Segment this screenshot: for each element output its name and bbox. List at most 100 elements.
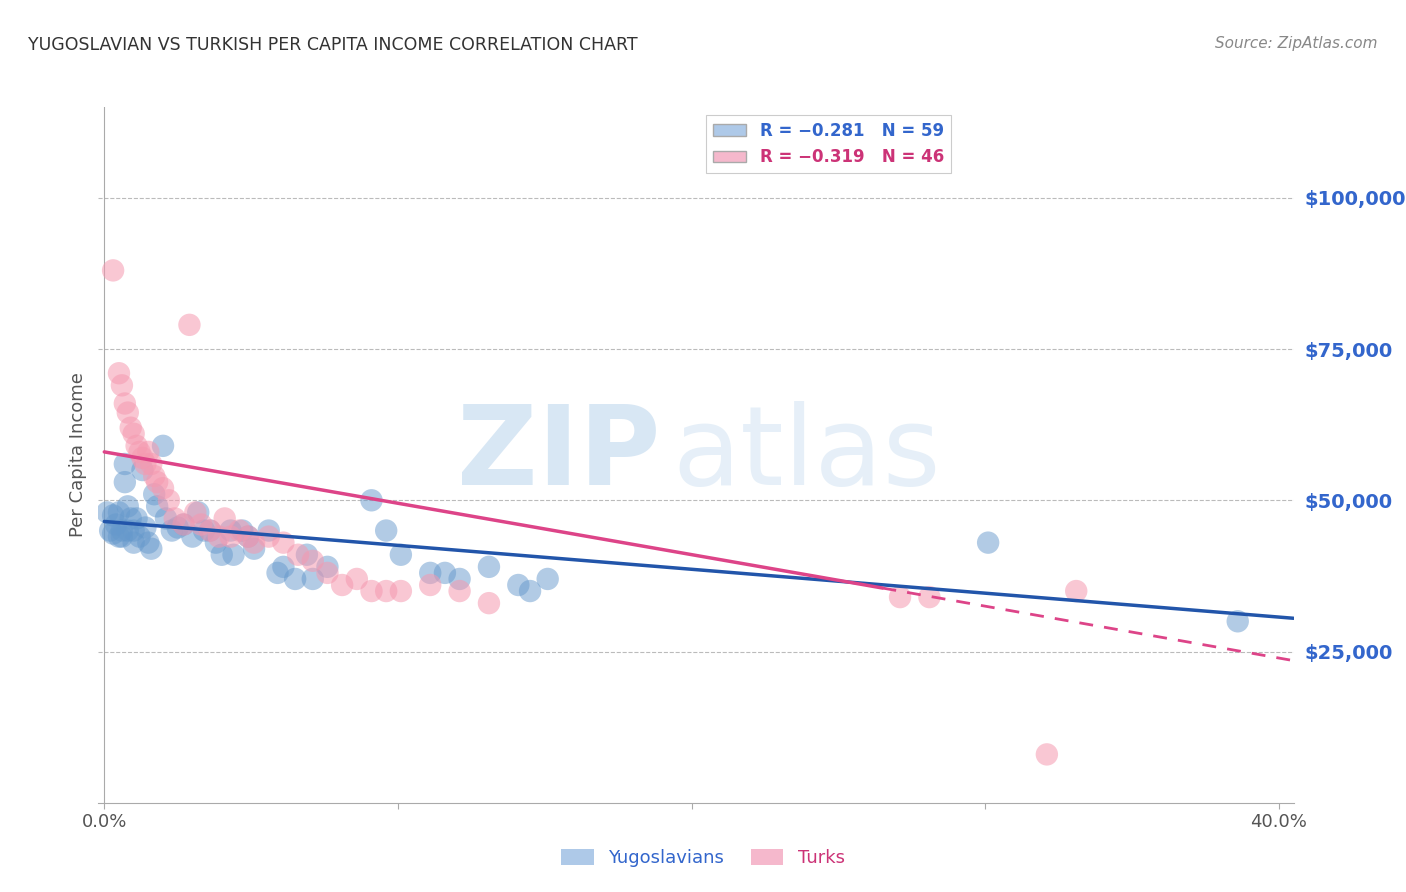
Point	[152, 439, 174, 453]
Point	[128, 530, 150, 544]
Point	[120, 420, 142, 434]
Point	[96, 505, 118, 519]
Point	[190, 517, 212, 532]
Point	[284, 572, 307, 586]
Point	[166, 520, 188, 534]
Point	[141, 541, 163, 556]
Point	[128, 445, 150, 459]
Point	[273, 535, 295, 549]
Point	[346, 572, 368, 586]
Point	[389, 584, 412, 599]
Point	[184, 505, 207, 519]
Point	[122, 426, 145, 441]
Point	[257, 530, 280, 544]
Point	[301, 554, 323, 568]
Point	[198, 524, 221, 538]
Point	[273, 559, 295, 574]
Point	[138, 535, 160, 549]
Point	[316, 566, 339, 580]
Text: YUGOSLAVIAN VS TURKISH PER CAPITA INCOME CORRELATION CHART: YUGOSLAVIAN VS TURKISH PER CAPITA INCOME…	[28, 36, 638, 54]
Point	[918, 590, 941, 604]
Point	[146, 500, 169, 514]
Point	[243, 541, 266, 556]
Point	[143, 469, 166, 483]
Text: ZIP: ZIP	[457, 401, 661, 508]
Point	[131, 463, 153, 477]
Point	[163, 511, 186, 525]
Point	[101, 508, 124, 523]
Point	[419, 566, 441, 580]
Point	[1064, 584, 1087, 599]
Point	[478, 559, 501, 574]
Point	[111, 530, 134, 544]
Point	[131, 450, 153, 465]
Point	[219, 530, 242, 544]
Point	[134, 520, 156, 534]
Point	[238, 530, 260, 544]
Point	[205, 535, 228, 549]
Point	[122, 524, 145, 538]
Point	[208, 530, 231, 544]
Point	[114, 475, 136, 490]
Point	[117, 500, 139, 514]
Text: Source: ZipAtlas.com: Source: ZipAtlas.com	[1215, 36, 1378, 51]
Point	[134, 457, 156, 471]
Legend: Yugoslavians, Turks: Yugoslavians, Turks	[554, 841, 852, 874]
Point	[125, 511, 148, 525]
Point	[449, 584, 471, 599]
Point	[108, 366, 131, 380]
Point	[1226, 615, 1249, 629]
Point	[105, 517, 128, 532]
Point	[977, 535, 1000, 549]
Y-axis label: Per Capita Income: Per Capita Income	[69, 373, 87, 537]
Point	[157, 493, 180, 508]
Point	[219, 524, 242, 538]
Point	[257, 524, 280, 538]
Point	[146, 475, 169, 490]
Point	[173, 517, 195, 532]
Point	[295, 548, 318, 562]
Point	[108, 530, 131, 544]
Point	[301, 572, 323, 586]
Point	[449, 572, 471, 586]
Point	[228, 524, 250, 538]
Point	[193, 524, 215, 538]
Point	[243, 535, 266, 549]
Point	[231, 524, 253, 538]
Point	[211, 548, 233, 562]
Point	[238, 530, 260, 544]
Text: atlas: atlas	[672, 401, 941, 508]
Point	[181, 530, 204, 544]
Point	[111, 524, 134, 538]
Point	[117, 406, 139, 420]
Point	[155, 511, 177, 525]
Point	[111, 378, 134, 392]
Point	[389, 548, 412, 562]
Point	[316, 559, 339, 574]
Point	[179, 318, 201, 332]
Point	[122, 535, 145, 549]
Point	[187, 505, 209, 519]
Point	[160, 524, 183, 538]
Point	[198, 524, 221, 538]
Point	[889, 590, 911, 604]
Point	[114, 396, 136, 410]
Point	[222, 548, 245, 562]
Point	[1036, 747, 1059, 762]
Point	[375, 584, 398, 599]
Point	[138, 445, 160, 459]
Point	[141, 457, 163, 471]
Point	[478, 596, 501, 610]
Point	[330, 578, 353, 592]
Point	[375, 524, 398, 538]
Point	[360, 493, 382, 508]
Point	[108, 505, 131, 519]
Point	[114, 457, 136, 471]
Point	[98, 524, 121, 538]
Point	[419, 578, 441, 592]
Point	[143, 487, 166, 501]
Legend: R = −0.281   N = 59, R = −0.319   N = 46: R = −0.281 N = 59, R = −0.319 N = 46	[706, 115, 950, 173]
Point	[125, 439, 148, 453]
Point	[101, 526, 124, 541]
Point	[519, 584, 541, 599]
